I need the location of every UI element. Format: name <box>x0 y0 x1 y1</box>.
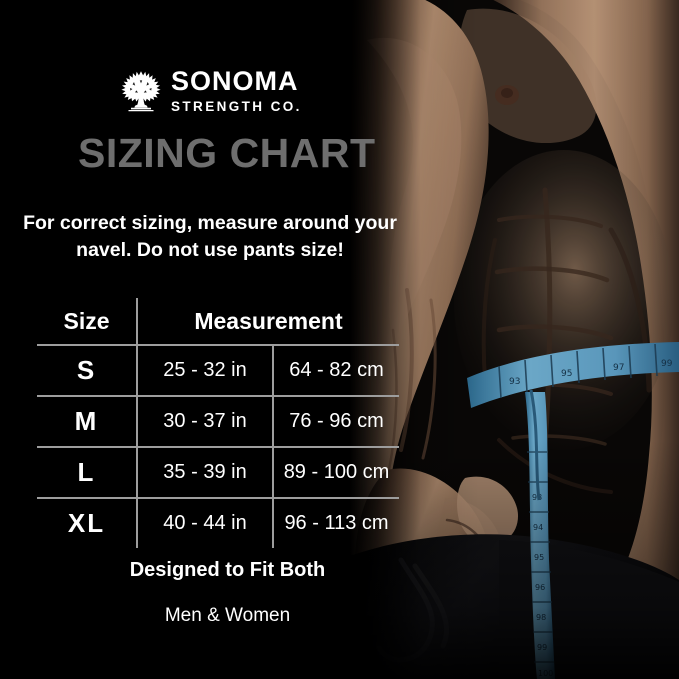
brand-wordmark: SONOMA STRENGTH CO. <box>171 68 302 114</box>
svg-text:95: 95 <box>561 369 572 379</box>
footer-subline: Men & Women <box>164 605 291 626</box>
brand-tagline: STRENGTH CO. <box>171 99 302 114</box>
size-table: Size Measurement S 25 - 32 in 64 - 82 cm… <box>37 298 399 548</box>
table-row: XL 40 - 44 in 96 - 113 cm <box>37 498 399 548</box>
cell-centimeters: 64 - 82 cm <box>273 345 399 397</box>
cell-centimeters: 76 - 96 cm <box>273 396 399 448</box>
svg-text:99: 99 <box>661 359 673 369</box>
cell-size: S <box>37 345 138 397</box>
cell-size: XL <box>37 498 138 548</box>
column-header-measurement: Measurement <box>137 298 399 346</box>
cell-inches: 35 - 39 in <box>137 447 274 499</box>
table-header: Size Measurement <box>37 298 399 346</box>
table-row: S 25 - 32 in 64 - 82 cm <box>37 345 399 397</box>
table-row: L 35 - 39 in 89 - 100 cm <box>37 447 399 499</box>
info-panel: SONOMA STRENGTH CO. SIZING CHART For cor… <box>23 68 399 626</box>
cell-inches: 25 - 32 in <box>137 345 274 397</box>
svg-text:93: 93 <box>509 377 520 387</box>
table-row: M 30 - 37 in 76 - 96 cm <box>37 396 399 448</box>
svg-text:97: 97 <box>613 363 624 373</box>
product-model-photo: 93 95 97 99 93 94 95 96 98 99 100 <box>349 0 679 679</box>
table-body: S 25 - 32 in 64 - 82 cm M 30 - 37 in 76 … <box>37 345 399 548</box>
cell-inches: 30 - 37 in <box>137 396 274 448</box>
cell-centimeters: 89 - 100 cm <box>273 447 399 499</box>
footer-headline: Designed to Fit Both <box>129 559 326 581</box>
page-title: SIZING CHART <box>78 130 376 176</box>
column-header-size: Size <box>37 298 138 346</box>
sizing-instructions: For correct sizing, measure around your … <box>23 212 397 261</box>
table-header-row: Size Measurement <box>37 298 399 346</box>
cell-inches: 40 - 44 in <box>137 498 274 548</box>
brand-logo: SONOMA STRENGTH CO. <box>118 68 302 114</box>
cell-size: L <box>37 447 138 499</box>
oak-tree-icon <box>118 69 164 113</box>
cell-size: M <box>37 396 138 448</box>
cell-centimeters: 96 - 113 cm <box>284 512 389 534</box>
brand-name: SONOMA <box>171 66 299 96</box>
